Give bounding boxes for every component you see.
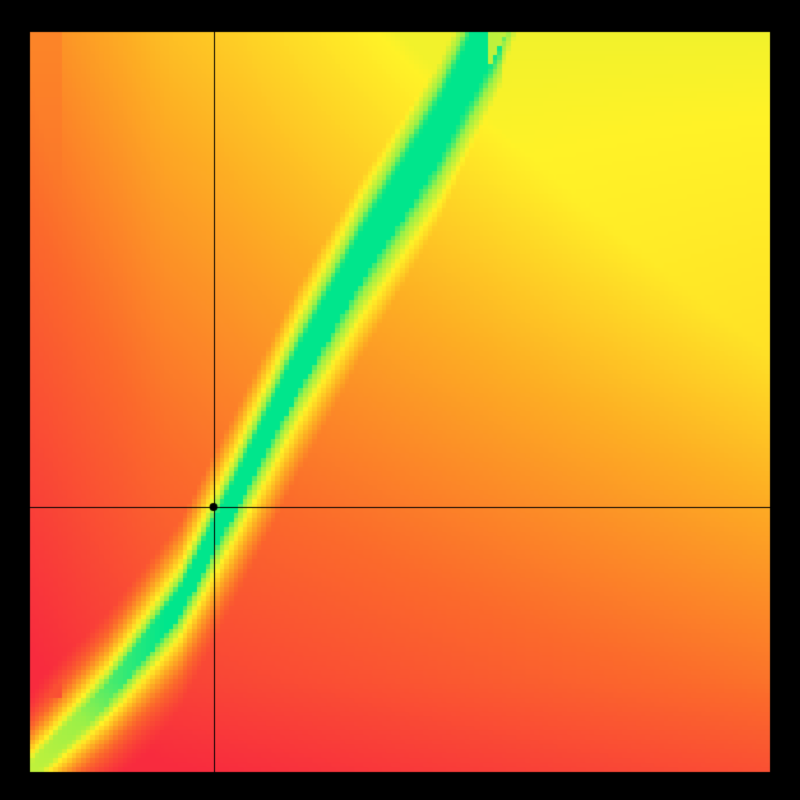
chart-frame: TheBottleneck.com <box>0 0 800 800</box>
heatmap-canvas <box>0 0 800 800</box>
